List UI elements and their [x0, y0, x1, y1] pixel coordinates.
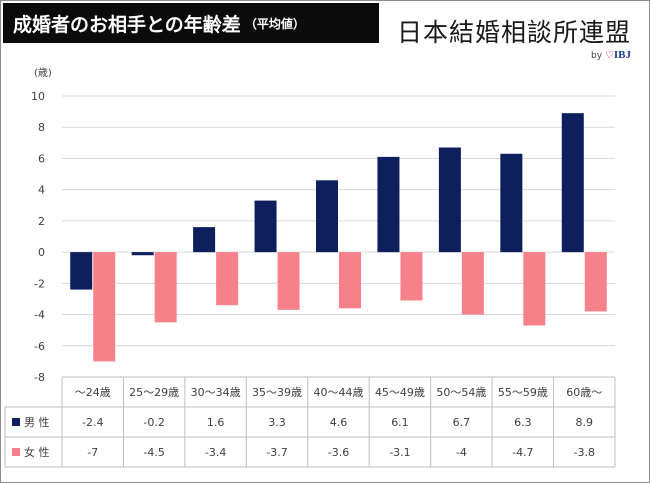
legend-swatch: [12, 448, 20, 456]
data-label: 6.7: [453, 416, 471, 429]
female-bar: [277, 252, 300, 310]
y-tick-label: -4: [34, 309, 45, 322]
male-bar: [193, 227, 216, 253]
y-tick-label: 0: [38, 246, 45, 259]
data-label: -4.5: [143, 446, 164, 459]
female-bar: [523, 252, 546, 326]
female-bar: [461, 252, 484, 315]
female-bar: [584, 252, 607, 312]
category-label: 55～59歳: [498, 386, 548, 399]
female-bar: [154, 252, 177, 323]
data-label: 8.9: [576, 416, 594, 429]
data-label: -3.4: [205, 446, 226, 459]
data-label: 6.3: [514, 416, 532, 429]
category-label: 50～54歳: [436, 386, 486, 399]
male-bar: [438, 147, 461, 253]
y-tick-label: 8: [38, 121, 45, 134]
data-label: -4: [456, 446, 467, 459]
male-bar: [254, 200, 277, 253]
y-tick-label: 2: [38, 215, 45, 228]
data-label: -7: [87, 446, 98, 459]
legend-swatch: [12, 418, 20, 426]
data-label: -3.8: [574, 446, 595, 459]
legend-label: 男 性: [24, 415, 50, 429]
category-label: 30～34歳: [191, 386, 241, 399]
y-axis-unit: (歳): [34, 67, 52, 79]
legend-label: 女 性: [24, 445, 50, 459]
category-label: 35～39歳: [252, 386, 302, 399]
data-label: -3.6: [328, 446, 349, 459]
y-tick-label: 6: [38, 152, 45, 165]
data-label: 4.6: [330, 416, 348, 429]
y-tick-label: 4: [38, 184, 45, 197]
title-banner: 成婚者のお相手との年齢差 （平均値）: [3, 3, 379, 43]
y-tick-label: -2: [34, 277, 45, 290]
male-bar: [500, 153, 523, 253]
category-label: 45～49歳: [375, 386, 425, 399]
male-bar: [131, 252, 154, 256]
female-bar: [339, 252, 361, 309]
data-label: -4.7: [512, 446, 533, 459]
y-tick-label: 10: [31, 90, 45, 103]
female-bar: [400, 252, 423, 301]
chart-title: 成婚者のお相手との年齢差: [13, 13, 241, 36]
data-label: 3.3: [268, 416, 286, 429]
brand-ibj: IBJ: [613, 49, 631, 61]
data-label: -3.7: [266, 446, 287, 459]
data-label: -0.2: [143, 416, 164, 429]
brand-by-text: by: [590, 51, 603, 61]
y-tick-label: -8: [34, 371, 45, 384]
category-label: 60歳～: [566, 386, 602, 399]
brand-name: 日本結婚相談所連盟: [396, 18, 631, 47]
category-label: 25～29歳: [129, 386, 179, 399]
male-bar: [70, 252, 93, 290]
brand-byline: by ♡IBJ: [396, 49, 631, 61]
male-bar: [561, 113, 584, 253]
data-label: 1.6: [207, 416, 225, 429]
data-label: -3.1: [389, 446, 410, 459]
category-label: ～24歳: [75, 386, 111, 399]
data-label: 6.1: [391, 416, 409, 429]
male-bar: [316, 180, 338, 253]
brand-logo: 日本結婚相談所連盟 by ♡IBJ: [396, 13, 631, 61]
y-tick-label: -6: [34, 340, 45, 353]
heart-icon: ♡: [604, 50, 614, 61]
female-bar: [93, 252, 116, 362]
data-label: -2.4: [82, 416, 103, 429]
male-bar: [377, 156, 400, 253]
category-label: 40～44歳: [314, 386, 364, 399]
female-bar: [216, 252, 239, 306]
chart-subtitle: （平均値）: [244, 16, 305, 31]
